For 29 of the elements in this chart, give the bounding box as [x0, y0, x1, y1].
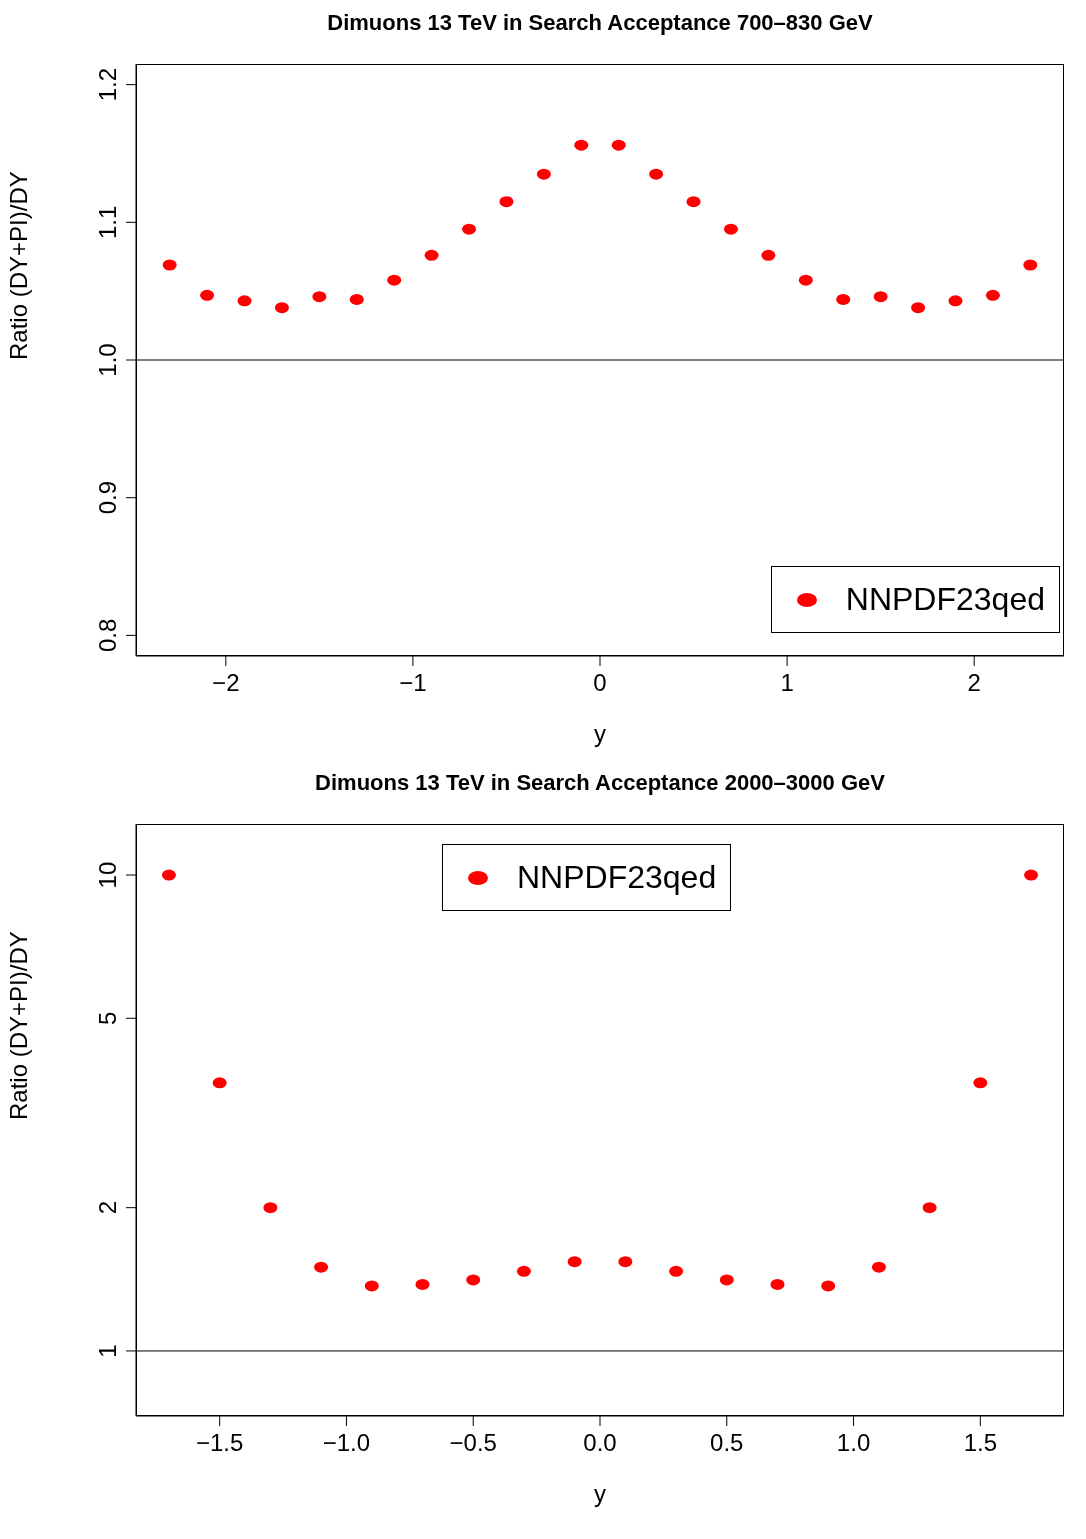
y-tick-label: 10	[94, 861, 121, 889]
y-tick-label: 1	[94, 1344, 121, 1358]
y-tick-label: 5	[94, 1011, 121, 1025]
x-tick-label: 1.0	[836, 1429, 871, 1457]
y-tick-label: 0.9	[94, 480, 121, 515]
y-tick-label: 1.2	[94, 67, 121, 102]
y-tick-label: 0.8	[94, 618, 121, 653]
y-tick-label: 2	[94, 1201, 121, 1215]
x-tick-label: −1.0	[322, 1429, 371, 1457]
legend-label: NNPDF23qed	[845, 581, 1045, 618]
x-tick-label: 0	[593, 669, 607, 697]
x-tick-label: 2	[967, 669, 981, 697]
x-tick-label: 0.5	[710, 1429, 744, 1457]
x-tick-label: −1.5	[195, 1429, 244, 1457]
legend-label: NNPDF23qed	[517, 859, 717, 896]
x-tick-label: −1	[399, 669, 427, 697]
chart-title: Dimuons 13 TeV in Search Acceptance 2000–3000 GeV	[314, 770, 886, 796]
x-tick-label: 1	[780, 669, 794, 697]
y-axis-title: Ratio (DY+PI)/DY	[4, 171, 32, 360]
x-axis-title: y	[594, 720, 606, 747]
y-axis-title: Ratio (DY+PI)/DY	[4, 931, 32, 1120]
x-tick-label: −2	[212, 669, 240, 697]
x-axis-title: y	[594, 1480, 606, 1507]
y-tick-label: 1.1	[94, 205, 121, 240]
x-tick-label: −0.5	[449, 1429, 497, 1457]
y-tick-label: 1.0	[94, 343, 121, 377]
chart-title: Dimuons 13 TeV in Search Acceptance 700–830 GeV	[326, 10, 874, 36]
x-tick-label: 1.5	[963, 1429, 998, 1457]
x-tick-label: 0.0	[583, 1429, 617, 1457]
